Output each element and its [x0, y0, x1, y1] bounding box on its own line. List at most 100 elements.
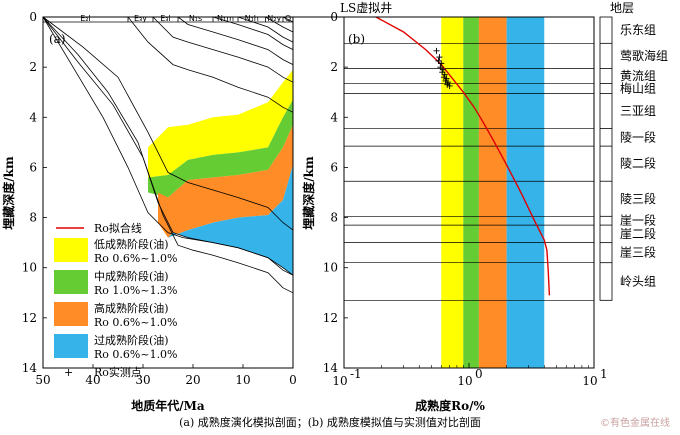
band-over: [506, 17, 545, 368]
measured-point: [435, 57, 442, 64]
burial-curve: [127, 16, 294, 113]
burial-curve: [42, 16, 294, 276]
y-tick-label: 4: [29, 110, 37, 124]
y-tick-label: 2: [29, 60, 37, 74]
measured-point: [439, 69, 446, 76]
x-tick-label: 40: [85, 373, 100, 387]
strat-unit-label: N₂y: [267, 14, 281, 23]
burial-curve: [282, 16, 294, 23]
y-tick-label: 0: [29, 10, 37, 24]
panel-label-b: (b): [348, 32, 365, 46]
maturity-bands: [441, 17, 545, 368]
strat-unit-label: Q: [285, 14, 291, 23]
strata-name: 崖一段: [620, 213, 656, 228]
figure-caption: (a) 成熟度演化模拟剖面；(b) 成熟度模拟值与实测值对比剖面: [179, 415, 481, 429]
burial-curves: [42, 16, 294, 294]
watermark: ©有色金属在线: [600, 416, 670, 429]
y-axis-ticks: 0 2 4 6 8 10 12 14: [22, 10, 47, 375]
y-tick-label: 8: [330, 211, 338, 225]
x-tick-label: 10: [332, 374, 347, 388]
burial-curve: [177, 16, 294, 65]
panel-label-a: (a): [49, 32, 66, 46]
x-tick-label: 10: [582, 374, 597, 388]
y-tick-label: 6: [330, 160, 338, 174]
x-tick-exponent: 1: [600, 367, 608, 381]
y-axis-label-b: 埋藏深度/km: [301, 156, 316, 230]
panel-a: E₂l E₃y E₃l N₁s N₁m N₁h N₂y Q (a) Ro拟合线低成熟阶段(油)…: [1, 10, 297, 413]
legend-swatch-high: [54, 302, 88, 326]
y-axis-label-a: 埋藏深度/km: [1, 156, 16, 230]
well-title: LS虚拟井: [340, 1, 392, 15]
band-mid: [463, 17, 479, 368]
measured-point: [443, 75, 450, 82]
x-tick-label: 30: [135, 373, 150, 387]
y-tick-label: 8: [29, 211, 37, 225]
y-tick-label: 10: [323, 261, 338, 275]
strat-unit-label: N₁s: [189, 14, 202, 23]
y-tick-label: 12: [323, 311, 338, 325]
strat-unit-label: E₃l: [160, 14, 170, 23]
y-tick-label: 14: [323, 361, 339, 375]
legend-label: Ro拟合线: [94, 221, 142, 235]
strat-unit-label: N₁m: [217, 14, 234, 23]
ro-fit-line: [375, 16, 551, 296]
y-tick-label: 10: [22, 261, 37, 275]
legend-label: 中成熟阶段(油): [94, 269, 169, 283]
x-axis-label-b: 成熟度Ro/%: [415, 398, 485, 413]
y-tick-label: 6: [29, 160, 37, 174]
plot-frame-a: [42, 16, 294, 369]
strata-column-box: [599, 16, 613, 301]
x-axis-ticks: 10 -1 10 0 10 1: [332, 363, 608, 388]
measured-point: [446, 82, 453, 89]
legend-label: 高成熟阶段(油): [94, 301, 169, 315]
measured-point: [440, 66, 447, 73]
strat-unit-label: E₂l: [80, 14, 90, 23]
stratigraphic-header: E₂l E₃y E₃l N₁s N₁m N₁h N₂y Q: [42, 14, 294, 23]
zone-over: [168, 164, 293, 276]
strata-name: 三亚组: [620, 104, 656, 118]
burial-curve: [265, 16, 294, 33]
legend-swatch-over: [54, 334, 88, 358]
measured-point: [440, 74, 447, 81]
ro-fit-series: [375, 16, 551, 296]
strata-name: 岭头组: [620, 275, 656, 289]
strata-name: 陵二段: [620, 156, 656, 171]
legend-sub: Ro 0.6%~1.0%: [94, 348, 178, 361]
zone-low: [148, 69, 293, 178]
band-low: [441, 17, 464, 368]
measured-point: [436, 54, 443, 61]
x-tick-label: 10: [457, 374, 472, 388]
measured-point: [433, 47, 440, 54]
legend-label: Ro实测点: [94, 365, 142, 379]
measured-point: [441, 71, 448, 78]
y-tick-label: 14: [22, 361, 38, 375]
x-axis-label-a: 地质年代/Ma: [131, 398, 205, 413]
legend-swatch-low: [54, 238, 88, 262]
legend-sub: Ro 0.6%~1.0%: [94, 316, 178, 329]
strata-boundaries: [344, 42, 594, 301]
measured-point: [437, 64, 444, 71]
burial-curve: [42, 16, 294, 294]
strata-column-title: 地层: [610, 1, 634, 15]
x-tick-label: 20: [185, 373, 200, 387]
y-tick-label: 2: [330, 60, 338, 74]
x-tick-label: 10: [235, 373, 250, 387]
strata-name: 梅山组: [620, 80, 656, 95]
strata-name: 崖三段: [620, 245, 656, 260]
x-tick-exponent: -1: [350, 367, 362, 381]
legend-label: 低成熟阶段(油): [94, 237, 169, 251]
strata-name: 崖二段: [620, 226, 656, 241]
band-high: [478, 17, 507, 368]
y-tick-label: 12: [22, 311, 37, 325]
x-axis-ticks: 50 40 30 20 10 0: [35, 364, 297, 387]
measured-point: [438, 60, 445, 67]
strata-name: 乐东组: [620, 23, 656, 37]
strata-name: 陵一段: [620, 129, 656, 144]
measured-points: [433, 47, 453, 89]
burial-curve: [152, 16, 294, 83]
strat-unit-label: N₁h: [245, 14, 259, 23]
